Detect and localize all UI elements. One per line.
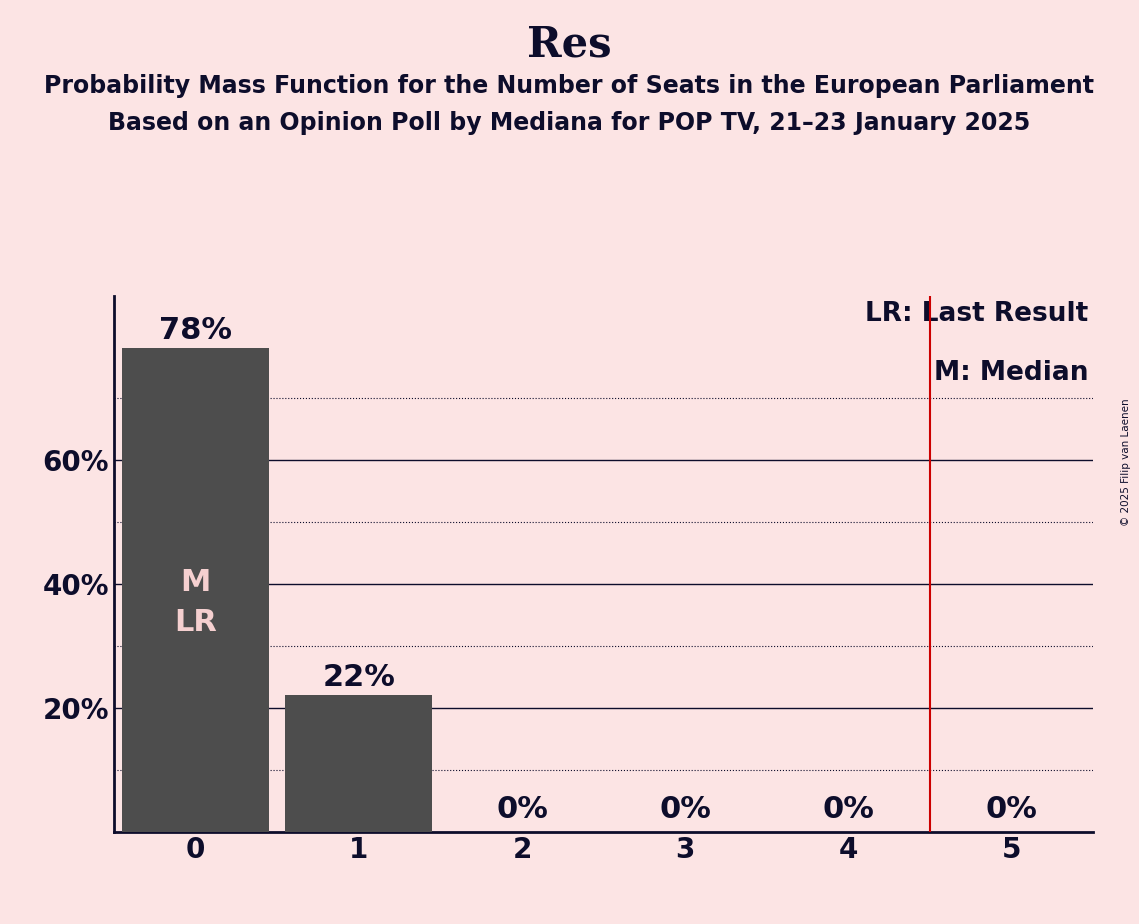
Text: 0%: 0% [822,796,875,824]
Text: Based on an Opinion Poll by Mediana for POP TV, 21–23 January 2025: Based on an Opinion Poll by Mediana for … [108,111,1031,135]
Text: Res: Res [527,23,612,65]
Text: 0%: 0% [497,796,548,824]
Bar [285,695,433,832]
Text: 0%: 0% [659,796,711,824]
Text: 22%: 22% [322,663,395,691]
Text: 0%: 0% [986,796,1038,824]
Bar [122,348,269,832]
Text: M
LR: M LR [174,567,216,638]
Text: Probability Mass Function for the Number of Seats in the European Parliament: Probability Mass Function for the Number… [44,74,1095,98]
Text: © 2025 Filip van Laenen: © 2025 Filip van Laenen [1121,398,1131,526]
Text: 78%: 78% [159,316,232,345]
Text: LR: Last Result: LR: Last Result [866,301,1089,327]
Text: M: Median: M: Median [934,360,1089,386]
